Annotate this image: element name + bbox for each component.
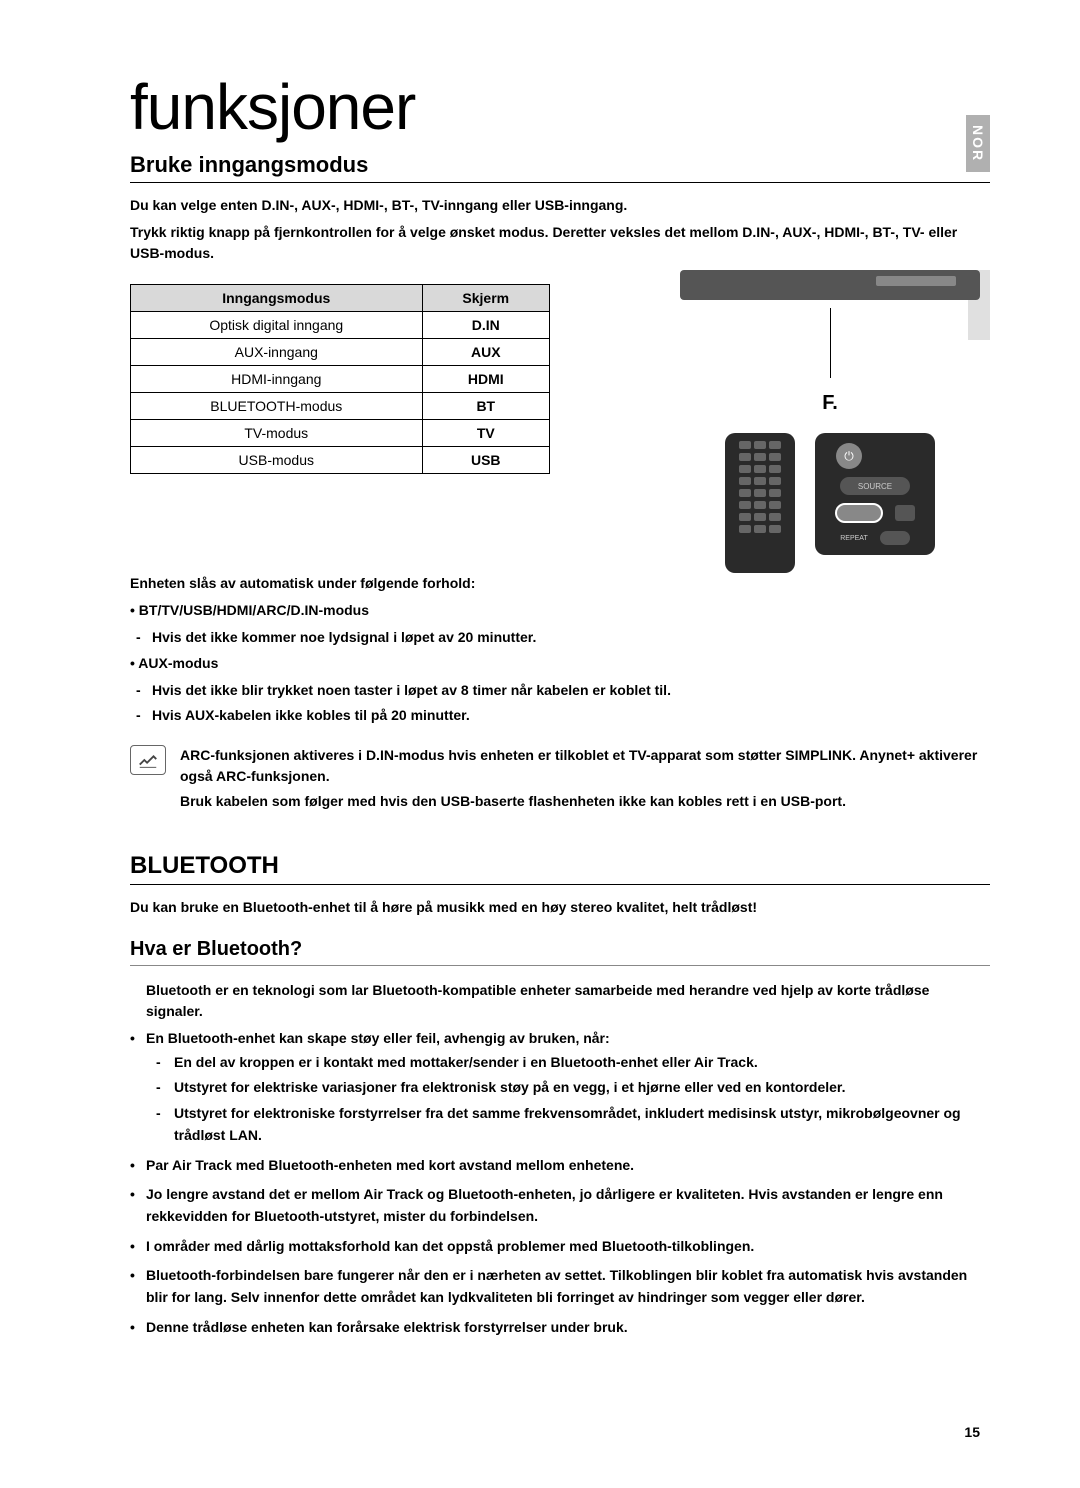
bt-sub-2: Utstyret for elektriske variasjoner fra … [174,1077,990,1099]
cond2-item2: Hvis AUX-kabelen ikke kobles til på 20 m… [152,705,990,727]
power-icon: ⏻ [836,443,862,469]
page-title: funksjoner [130,70,990,144]
input-mode-table: Inngangsmodus Skjerm Optisk digital inng… [130,284,550,474]
table-area: Inngangsmodus Skjerm Optisk digital inng… [130,270,650,488]
table-head-mode: Inngangsmodus [131,285,423,312]
repeat-button [880,531,910,545]
cond1-head: • BT/TV/USB/HDMI/ARC/D.IN-modus [130,600,990,621]
source-button-label: SOURCE [840,477,910,495]
bt-p1: Bluetooth er en teknologi som lar Blueto… [130,980,990,1022]
bt-sub-1: En del av kroppen er i kontakt med motta… [174,1052,990,1074]
soundbar-graphic [680,270,980,300]
callout-label: F. [680,392,980,415]
note-line-1: ARC-funksjonen aktiveres i D.IN-modus hv… [180,745,990,787]
remote-full-graphic [725,433,795,573]
table-row: Optisk digital inngangD.IN [131,312,550,339]
bt-bullet-1: En Bluetooth-enhet kan skape støy eller … [146,1028,990,1146]
auto-off-intro: Enheten slås av automatisk under følgend… [130,573,990,594]
language-tab: NOR [966,115,990,172]
section-heading-bluetooth: BLUETOOTH [130,852,990,885]
bt-bullet-4: I områder med dårlig mottaksforhold kan … [146,1236,990,1258]
table-row: HDMI-inngangHDMI [131,366,550,393]
cond2-item1: Hvis det ikke blir trykket noen taster i… [152,680,990,702]
table-head-display: Skjerm [422,285,549,312]
bt-bullet-3: Jo lengre avstand det er mellom Air Trac… [146,1184,990,1227]
section-heading-input-mode: Bruke inngangsmodus [130,152,990,183]
table-row: USB-modusUSB [131,447,550,474]
remote-closeup-graphic: ⏻ SOURCE REPEAT [815,433,935,555]
table-row: BLUETOOTH-modusBT [131,393,550,420]
bt-bullet-6: Denne trådløse enheten kan forårsake ele… [146,1317,990,1339]
device-illustration: F. ⏻ SOURCE [680,270,990,573]
bt-intro: Du kan bruke en Bluetooth-enhet til å hø… [130,897,990,918]
small-button [895,505,915,521]
intro-line-2: Trykk riktig knapp på fjernkontrollen fo… [130,222,990,264]
note-line-2: Bruk kabelen som følger med hvis den USB… [180,791,990,812]
note-block: ARC-funksjonen aktiveres i D.IN-modus hv… [130,745,990,812]
bt-bullet-2: Par Air Track med Bluetooth-enheten med … [146,1155,990,1177]
bt-sub-3: Utstyret for elektroniske forstyrrelser … [174,1103,990,1146]
oval-button [835,503,883,523]
note-icon [130,745,166,775]
cond2-head: • AUX-modus [130,653,990,674]
cond1-item: Hvis det ikke kommer noe lydsignal i løp… [152,627,990,649]
bt-bullet-5: Bluetooth-forbindelsen bare fungerer når… [146,1265,990,1308]
repeat-label: REPEAT [840,535,868,542]
page-number: 15 [964,1424,980,1440]
table-row: TV-modusTV [131,420,550,447]
sub-heading-what-is-bt: Hva er Bluetooth? [130,938,990,966]
table-row: AUX-inngangAUX [131,339,550,366]
intro-line-1: Du kan velge enten D.IN-, AUX-, HDMI-, B… [130,195,990,216]
